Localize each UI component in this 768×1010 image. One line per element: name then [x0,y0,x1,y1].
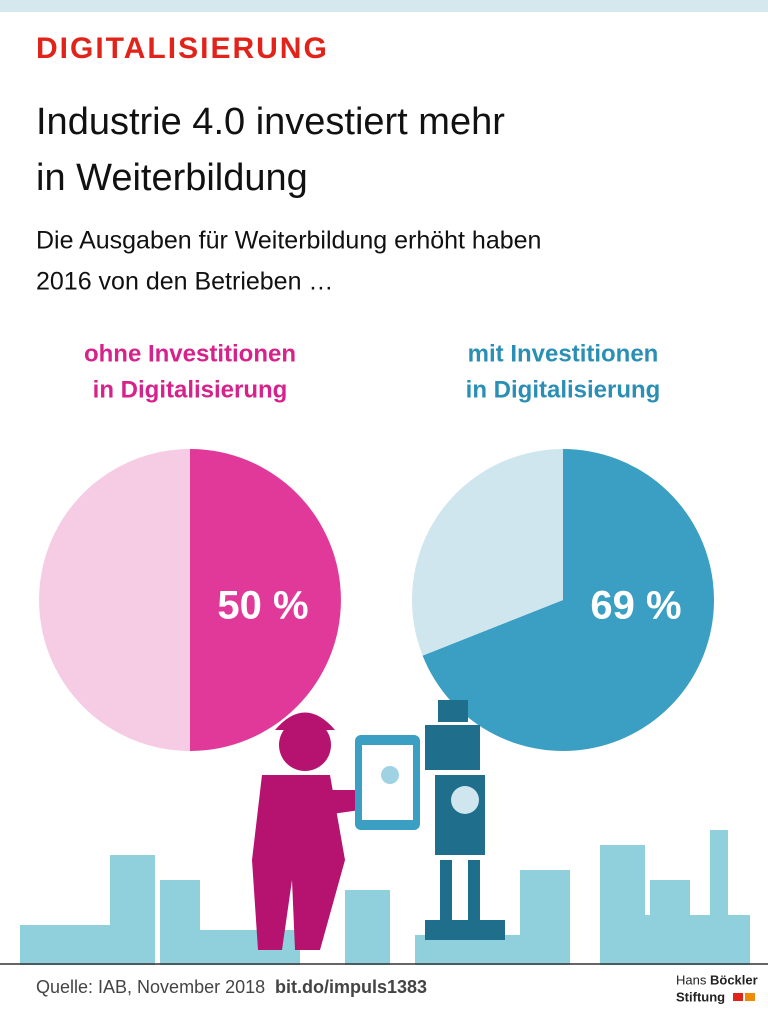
logo-mark [733,993,743,1001]
link: bit.do/impuls1383 [275,977,427,997]
value-label: 69 % [590,584,681,628]
subtitle-line: Die Ausgaben für Weiterbildung erhöht ha… [36,227,541,255]
pie-slice [39,449,190,751]
top-bar [0,0,768,12]
logo-mark [745,993,755,1001]
pie-slice [422,449,714,752]
worker [252,712,360,950]
pie-title: ohne Investitionen [84,340,296,367]
value-label: 50 % [217,584,308,628]
pie-slice [412,449,563,656]
illustration [20,700,750,965]
pie-title: mit Investitionen [468,340,659,367]
kicker: DIGITALISIERUNG [36,32,329,65]
pie-title: in Digitalisierung [93,376,288,403]
robot [425,700,505,940]
logo-text: Böckler [710,972,758,987]
charts: ohne Investitionen in Digitalisierung 50 %… [39,340,714,752]
buildings [20,830,750,965]
title-line: Industrie 4.0 investiert mehr [36,101,505,143]
title-line: in Weiterbildung [36,157,308,199]
pie-slice [190,449,341,751]
subtitle-line: 2016 von den Betrieben … [36,268,333,296]
logo-text: Hans [676,972,707,987]
pie-title: in Digitalisierung [466,376,661,403]
logo-text: Stiftung [676,989,725,1004]
tablet [355,735,420,830]
source: Quelle: IAB, November 2018 [36,977,265,997]
